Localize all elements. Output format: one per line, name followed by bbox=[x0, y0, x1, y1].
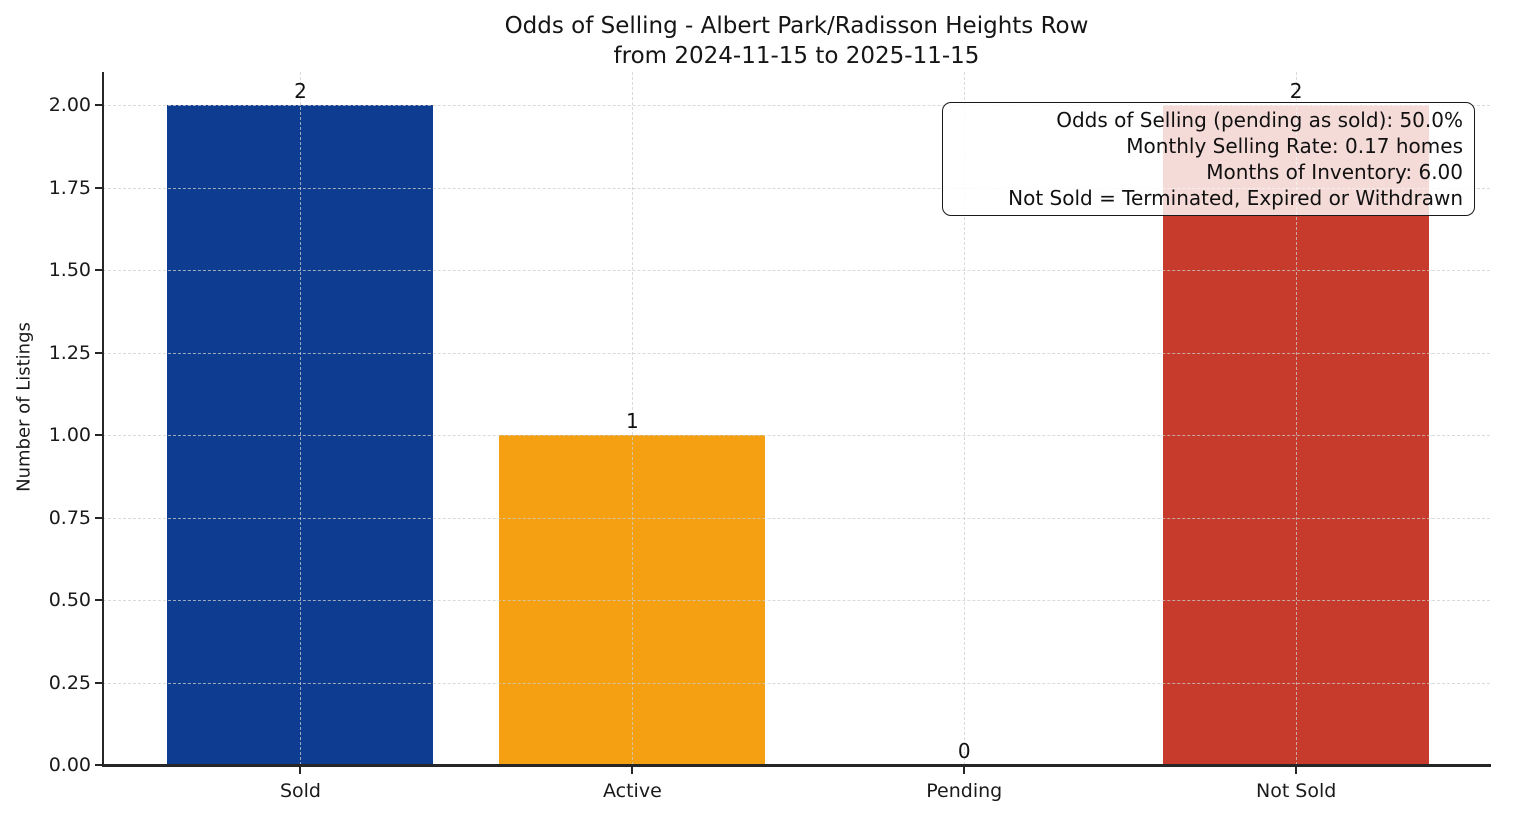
h-gridline bbox=[103, 435, 1490, 436]
v-gridline bbox=[1296, 72, 1298, 765]
x-tick-mark bbox=[963, 766, 966, 774]
y-axis-spine bbox=[101, 72, 104, 766]
y-axis-label: Number of Listings bbox=[13, 322, 35, 492]
v-gridline bbox=[300, 72, 302, 765]
y-tick-mark bbox=[95, 764, 103, 766]
bar-value-label-not-sold: 2 bbox=[1289, 79, 1303, 103]
chart-subtitle: from 2024-11-15 to 2025-11-15 bbox=[613, 42, 980, 69]
y-tick-label: 0.50 bbox=[48, 589, 91, 611]
y-tick-label: 0.25 bbox=[48, 671, 91, 694]
bar-value-label-pending: 0 bbox=[957, 739, 971, 763]
h-gridline bbox=[103, 517, 1490, 519]
y-tick-mark bbox=[95, 599, 103, 601]
h-gridline bbox=[103, 682, 1490, 684]
x-tick-label-not-sold: Not Sold bbox=[1255, 780, 1337, 802]
y-tick-label: 1.25 bbox=[48, 341, 91, 364]
h-gridline bbox=[103, 352, 1490, 354]
annotation-box: Odds of Selling (pending as sold): 50.0%… bbox=[942, 102, 1475, 216]
y-tick-label: 0.00 bbox=[48, 754, 91, 776]
y-tick-mark bbox=[95, 516, 103, 519]
v-gridline bbox=[964, 72, 966, 765]
y-tick-label: 0.75 bbox=[48, 506, 91, 529]
chart-title-block: Odds of Selling - Albert Park/Radisson H… bbox=[103, 12, 1490, 71]
y-tick-label: 2.00 bbox=[48, 94, 91, 116]
v-gridline bbox=[632, 72, 634, 765]
y-tick-mark bbox=[95, 269, 103, 271]
y-tick-mark bbox=[95, 351, 103, 354]
h-gridline bbox=[103, 270, 1490, 271]
y-tick-mark bbox=[95, 681, 103, 684]
x-tick-label-pending: Pending bbox=[926, 780, 1003, 802]
annotation-line-odds: Odds of Selling (pending as sold): 50.0% bbox=[1056, 108, 1463, 132]
y-tick-label: 1.50 bbox=[48, 259, 91, 281]
bar-value-label-sold: 2 bbox=[294, 79, 307, 103]
x-tick-mark bbox=[631, 766, 634, 774]
annotation-line-monthly-rate: Monthly Selling Rate: 0.17 homes bbox=[1126, 134, 1463, 158]
annotation-line-inventory: Months of Inventory: 6.00 bbox=[1206, 160, 1463, 184]
bar-value-label-active: 1 bbox=[626, 409, 639, 433]
annotation-line-not-sold-note: Not Sold = Terminated, Expired or Withdr… bbox=[1008, 186, 1463, 210]
y-tick-label: 1.75 bbox=[48, 176, 91, 199]
h-gridline bbox=[103, 600, 1490, 601]
chart-title: Odds of Selling - Albert Park/Radisson H… bbox=[504, 13, 1089, 39]
y-tick-mark bbox=[95, 434, 103, 436]
y-tick-mark bbox=[95, 104, 103, 106]
x-tick-mark bbox=[299, 766, 302, 774]
x-tick-label-active: Active bbox=[602, 780, 662, 802]
x-axis-spine bbox=[101, 764, 1491, 767]
x-tick-mark bbox=[1295, 766, 1298, 774]
y-tick-label: 1.00 bbox=[48, 424, 91, 446]
h-gridline bbox=[103, 187, 1490, 189]
h-gridline bbox=[103, 105, 1490, 106]
x-tick-label-sold: Sold bbox=[279, 780, 321, 802]
y-tick-mark bbox=[95, 186, 103, 189]
